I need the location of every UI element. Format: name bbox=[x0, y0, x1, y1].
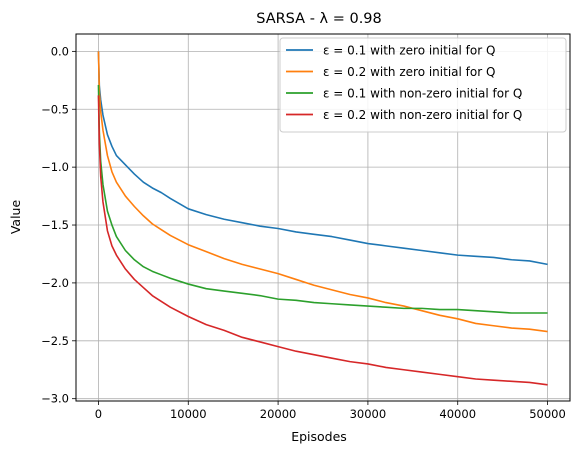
y-axis-label: Value bbox=[8, 200, 23, 235]
grid-lines bbox=[76, 34, 570, 401]
plot-frame bbox=[75, 33, 571, 402]
y-tick-label: −2.5 bbox=[41, 334, 69, 348]
y-axis-ticks: 0.0 −0.5 −1.0 −1.5 −2.0 −2.5 −3.0 bbox=[41, 44, 76, 406]
x-axis-ticks: 0 10000 20000 30000 40000 50000 bbox=[95, 401, 566, 421]
series-line-4 bbox=[97, 95, 548, 386]
legend-label: ε = 0.2 with non-zero initial for Q bbox=[323, 108, 522, 122]
legend-label: ε = 0.1 with non-zero initial for Q bbox=[323, 87, 522, 101]
series-line-3 bbox=[97, 84, 548, 314]
y-tick-label: −1.5 bbox=[41, 218, 69, 232]
series-line-1 bbox=[97, 51, 548, 266]
legend-label: ε = 0.1 with zero initial for Q bbox=[323, 44, 495, 58]
chart-title: SARSA - λ = 0.98 bbox=[256, 11, 382, 27]
series-lines bbox=[97, 51, 548, 386]
x-tick-label: 50000 bbox=[529, 407, 566, 421]
x-tick-label: 30000 bbox=[350, 407, 387, 421]
x-axis-label: Episodes bbox=[291, 429, 347, 444]
legend-label: ε = 0.2 with zero initial for Q bbox=[323, 65, 495, 79]
y-tick-label: 0.0 bbox=[51, 44, 69, 58]
legend: ε = 0.1 with zero initial for Q ε = 0.2 w… bbox=[279, 37, 567, 133]
x-tick-label: 20000 bbox=[260, 407, 297, 421]
x-tick-label: 10000 bbox=[170, 407, 207, 421]
y-tick-label: −1.0 bbox=[41, 160, 69, 174]
series-line-2 bbox=[97, 51, 548, 333]
legend-box bbox=[279, 37, 567, 133]
x-tick-label: 0 bbox=[95, 407, 102, 421]
y-tick-label: −0.5 bbox=[41, 102, 69, 116]
x-tick-label: 40000 bbox=[439, 407, 476, 421]
y-tick-label: −3.0 bbox=[41, 392, 69, 406]
y-tick-label: −2.0 bbox=[41, 276, 69, 290]
